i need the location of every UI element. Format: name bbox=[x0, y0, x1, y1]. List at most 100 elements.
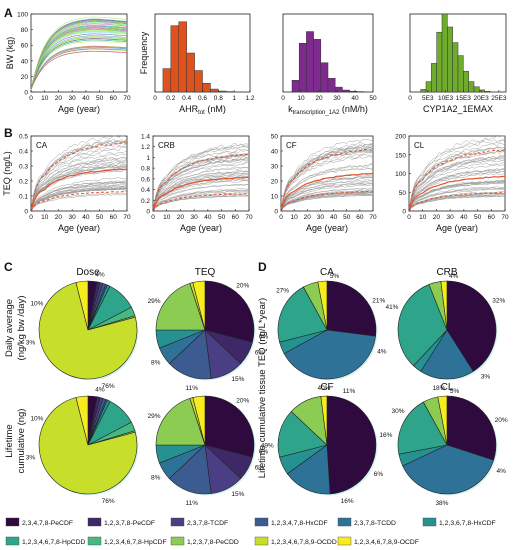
teq_crb-sim-curve bbox=[152, 188, 250, 212]
pie_crb-pct-label: 41% bbox=[385, 304, 398, 311]
teq_cl-y-tick-label: 0 bbox=[402, 209, 406, 216]
teq_ca-sim-curve bbox=[30, 177, 128, 212]
teq_crb-x-tick-label: 50 bbox=[218, 214, 226, 221]
teq_ca-sim-curve bbox=[30, 184, 128, 212]
teq_cf-x-tick-label: 50 bbox=[343, 214, 351, 221]
pie_dose_daily-slice bbox=[38, 282, 138, 380]
teq_cf-sim-curve bbox=[280, 195, 374, 212]
teq_cf-sim-curve bbox=[280, 147, 374, 212]
pie_ca-title: CA bbox=[320, 267, 334, 278]
legend-swatch bbox=[254, 536, 269, 546]
pie_cf-slice bbox=[286, 444, 331, 495]
panel-label-c: C bbox=[4, 260, 13, 274]
pie_ca-pct-label: 5% bbox=[330, 273, 340, 280]
hist_cyp-bar bbox=[447, 26, 453, 93]
hist_k-bar bbox=[298, 43, 307, 93]
teq_ca-x-tick-label: 50 bbox=[96, 214, 104, 221]
teq_cl-sim-curve bbox=[408, 168, 506, 212]
panel-d: 27%40%4%21%5%CA41%18%3%32%4%CRB49%16%6%1… bbox=[261, 267, 508, 507]
pie_cl-slice bbox=[446, 395, 497, 461]
teq_ca-sim-curve bbox=[30, 189, 128, 212]
legend-swatch bbox=[87, 536, 102, 546]
teq_cl-sim-curve bbox=[408, 135, 506, 212]
teq_cf-sim-curve bbox=[280, 179, 374, 212]
teq_cf-sim-curve bbox=[280, 177, 374, 212]
teq_cf-sim-curve bbox=[280, 188, 374, 212]
teq_cf-x-label: Age (year) bbox=[306, 223, 348, 233]
bw-curve bbox=[30, 16, 128, 90]
teq_ca-sim-curve bbox=[30, 192, 128, 212]
legend-label: 2,3,7,8-TCDF bbox=[187, 520, 228, 527]
pie_dose_life-pct-label: 10% bbox=[30, 415, 43, 422]
legend-swatch bbox=[337, 517, 352, 527]
teq_ca-sim-curve bbox=[30, 187, 128, 212]
hist_ahr-x-tick-label: 1 bbox=[232, 95, 236, 102]
teq_crb-median-line bbox=[152, 176, 250, 212]
teq_ca-axes-box bbox=[30, 135, 128, 212]
teq_crb-sim-curve bbox=[152, 173, 250, 212]
teq_crb-sim-curve bbox=[152, 162, 250, 212]
teq_cf-p95-line bbox=[280, 148, 373, 212]
teq_ca-panel-label: CA bbox=[36, 141, 48, 150]
legend-label: 1,2,3,4,6,7,8,9-OCDD bbox=[271, 539, 337, 546]
teq_cl-p95-line bbox=[408, 149, 506, 212]
teq_cl-x-tick-label: 0 bbox=[407, 214, 411, 221]
bw-curve bbox=[30, 48, 128, 90]
teq_crb-p95-line bbox=[152, 153, 249, 212]
teq_crb-p5-line bbox=[152, 193, 250, 212]
teq_crb-panel-label: CRB bbox=[158, 141, 175, 150]
pie_cf-pct-label: 49% bbox=[261, 443, 274, 450]
teq_cl-sim-curve bbox=[408, 172, 506, 212]
teq_crb-sim-curve bbox=[152, 190, 250, 212]
hist_k-bar bbox=[349, 90, 358, 93]
pie_cl-title: CL bbox=[441, 382, 454, 393]
teq_cl-sim-curve bbox=[408, 162, 506, 212]
teq_cl-y-tick-label: 150 bbox=[395, 152, 406, 159]
teq_cf-sim-curve bbox=[280, 156, 373, 212]
teq_ca-p5-line bbox=[30, 190, 128, 212]
pie_teq_life-pct-label: 11% bbox=[186, 500, 199, 507]
hist_ahr-bar bbox=[210, 88, 219, 93]
teq_crb-sim-curve bbox=[152, 195, 249, 212]
hist_ahr-bar bbox=[178, 21, 187, 93]
row-label-daily-1: Daily average bbox=[4, 299, 15, 357]
bw-y-label: BW (kg) bbox=[5, 37, 15, 70]
hist_ahr-bar bbox=[186, 52, 195, 93]
hist_k-bar bbox=[342, 89, 350, 93]
pie_cf-pct-label: 6% bbox=[374, 471, 384, 478]
pie_cl-pct-label: 30% bbox=[392, 408, 405, 415]
hist_cyp-bar bbox=[452, 42, 459, 93]
bw-x-tick-label: 10 bbox=[41, 95, 49, 102]
hist_ahr-y-label: Frequency bbox=[139, 31, 149, 74]
teq_crb-y-tick-label: 0.4 bbox=[141, 187, 150, 194]
teq_ca-x-tick-label: 30 bbox=[69, 214, 77, 221]
hist_cyp-bar bbox=[436, 31, 443, 93]
hist_k-x-tick-label: 30 bbox=[333, 95, 341, 102]
teq_crb-sim-curve bbox=[152, 170, 250, 212]
teq_crb-sim-curve bbox=[152, 179, 250, 212]
pie_teq_daily-pct-label: 29% bbox=[148, 298, 161, 305]
teq_cf-x-tick-label: 40 bbox=[330, 214, 338, 221]
hist_ahr-x-tick-label: 0.4 bbox=[182, 95, 191, 102]
teq_ca-x-tick-label: 20 bbox=[55, 214, 63, 221]
hist_k-bar bbox=[327, 78, 336, 93]
legend-label: 2,3,4,7,8-PeCDF bbox=[22, 520, 73, 527]
legend-swatch bbox=[337, 536, 352, 546]
teq_crb-y-tick-label: 1.4 bbox=[141, 134, 150, 141]
teq_cl-sim-curve bbox=[408, 195, 506, 212]
pie_crb-pct-label: 18% bbox=[432, 385, 445, 392]
hist_cyp-x-tick-label: 15E3 bbox=[456, 95, 472, 102]
teq_ca-sim-curve bbox=[30, 138, 128, 212]
bw-y-tick-label: 40 bbox=[21, 58, 29, 65]
teq_crb-sim-curve bbox=[152, 142, 250, 212]
teq_cf-sim-curve bbox=[280, 152, 374, 212]
teq_ca-sim-curve bbox=[30, 156, 128, 212]
teq_cf-p5-line bbox=[280, 190, 374, 212]
hist_cyp-bar bbox=[457, 55, 464, 93]
hist_cyp-bar bbox=[425, 81, 432, 93]
teq_ca-sim-curve bbox=[30, 163, 128, 212]
hist_cyp-bar bbox=[441, 13, 448, 93]
hist_ahr-x-tick-label: 0.8 bbox=[214, 95, 223, 102]
